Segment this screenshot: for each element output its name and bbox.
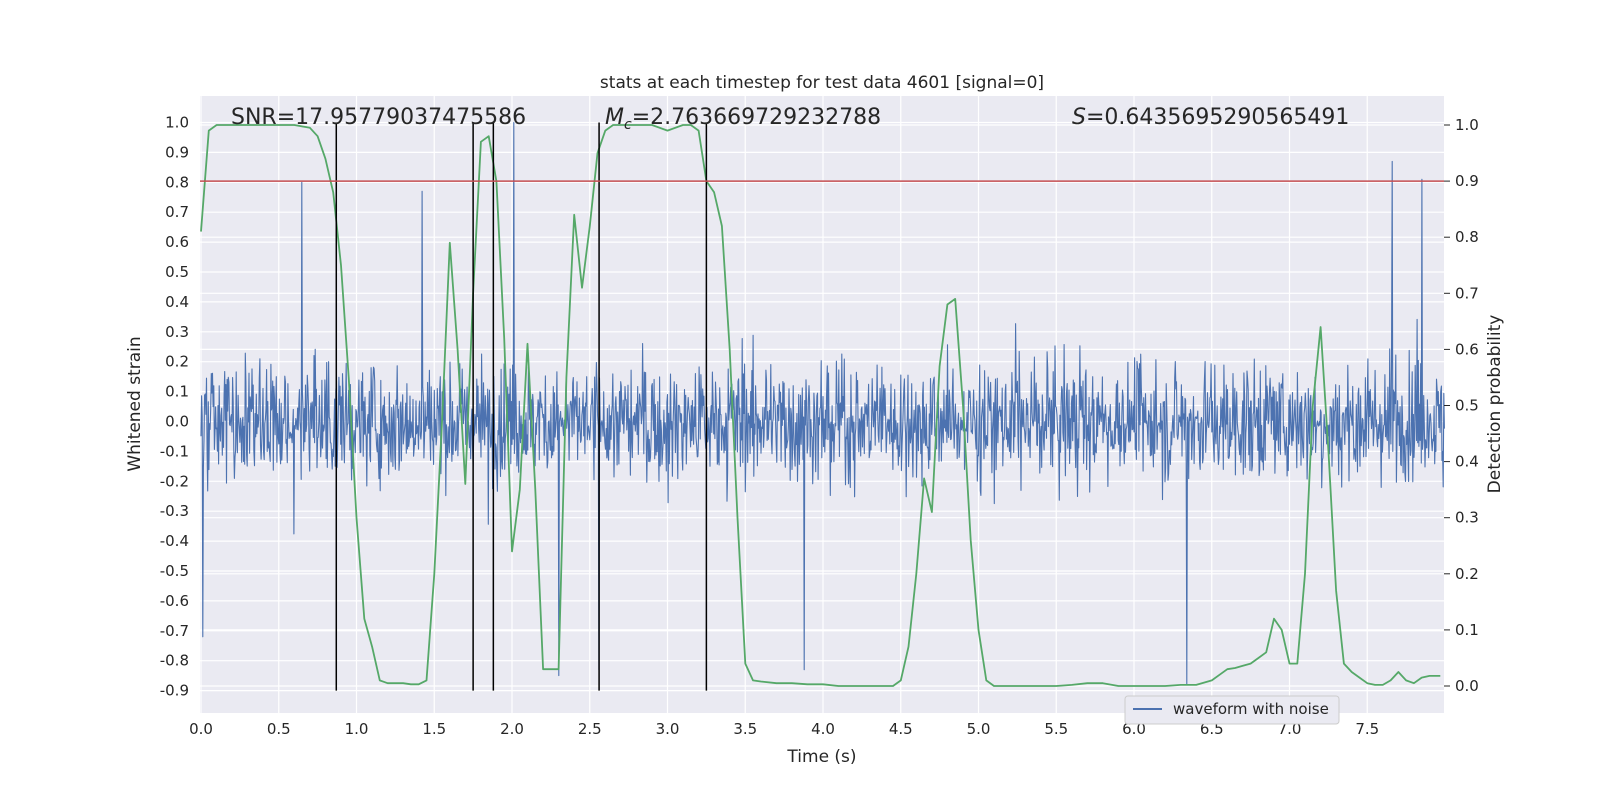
legend-label: waveform with noise: [1173, 700, 1329, 718]
y2-axis-label: Detection probability: [1485, 315, 1505, 494]
x-axis-label: Time (s): [786, 747, 856, 767]
y-tick-label-15: -0.5: [160, 562, 189, 580]
x-tick-label-2: 1.0: [345, 720, 369, 738]
legend-box: [1124, 695, 1340, 725]
y-tick-label-16: -0.6: [160, 592, 189, 610]
y-tick-label-3: 0.7: [165, 203, 189, 221]
y-tick-label-9: 0.1: [165, 383, 189, 401]
waveform-line: [200, 121, 1445, 686]
s-value: =0.6435695290565491: [1086, 105, 1349, 130]
x-tick-label-1: 0.5: [267, 720, 291, 738]
y-tick-label-7: 0.3: [165, 323, 189, 341]
x-tick-label-5: 2.5: [578, 720, 602, 738]
chart-title: stats at each timestep for test data 460…: [600, 73, 1044, 93]
y2-tick-label-8: 0.2: [1455, 565, 1479, 583]
waveform-series: [200, 121, 1445, 686]
chirp-mass-annotation: Mc=2.763669729232788: [605, 105, 881, 133]
chirp-mass-subscript: c: [624, 117, 632, 133]
y-tick-label-4: 0.6: [165, 233, 189, 251]
x-tick-label-3: 1.5: [422, 720, 446, 738]
probability-series: [200, 124, 1441, 687]
x-tick-label-8: 4.0: [811, 720, 835, 738]
y-tick-label-14: -0.4: [160, 532, 189, 550]
s-annotation: S=0.6435695290565491: [1072, 105, 1349, 130]
y-tick-label-5: 0.5: [165, 263, 189, 281]
x-tick-label-7: 3.5: [733, 720, 757, 738]
y2-tick-label-5: 0.5: [1455, 397, 1479, 415]
x-tick-label-11: 5.5: [1044, 720, 1068, 738]
chirp-mass-value: =2.763669729232788: [632, 105, 881, 130]
y-tick-label-11: -0.1: [160, 442, 189, 460]
y-tick-label-6: 0.4: [165, 293, 189, 311]
y2-tick-label-2: 0.8: [1455, 228, 1479, 246]
s-symbol: S: [1072, 105, 1086, 130]
x-tick-label-15: 7.5: [1355, 720, 1379, 738]
probability-line: [200, 124, 1441, 687]
y-tick-label-17: -0.7: [160, 622, 189, 640]
x-tick-label-6: 3.0: [656, 720, 680, 738]
x-tick-label-0: 0.0: [189, 720, 213, 738]
y-axis-label: Whitened strain: [125, 336, 145, 471]
x-tick-label-4: 2.0: [500, 720, 524, 738]
y-tick-label-13: -0.3: [160, 502, 189, 520]
y-tick-label-18: -0.8: [160, 652, 189, 670]
y2-tick-label-1: 0.9: [1455, 172, 1479, 190]
y2-tick-label-6: 0.4: [1455, 453, 1479, 471]
y2-tick-label-9: 0.1: [1455, 621, 1479, 639]
y2-tick-label-10: 0.0: [1455, 677, 1479, 695]
x-tick-label-9: 4.5: [889, 720, 913, 738]
y2-tick-label-7: 0.3: [1455, 509, 1479, 527]
y2-tick-label-4: 0.6: [1455, 340, 1479, 358]
y-tick-label-1: 0.9: [165, 143, 189, 161]
y-tick-label-12: -0.2: [160, 472, 189, 490]
y-tick-label-10: 0.0: [165, 413, 189, 431]
marker-lines: [335, 122, 708, 691]
y-tick-label-8: 0.2: [165, 353, 189, 371]
x-tick-label-10: 5.0: [967, 720, 991, 738]
snr-annotation: SNR=17.95779037475586: [231, 105, 526, 130]
legend: waveform with noise: [1124, 695, 1340, 725]
y-tick-label-2: 0.8: [165, 173, 189, 191]
chirp-mass-symbol: M: [605, 105, 624, 130]
y-tick-label-0: 1.0: [165, 114, 189, 132]
y-tick-label-19: -0.9: [160, 682, 189, 700]
y2-tick-label-3: 0.7: [1455, 284, 1479, 302]
y2-tick-label-0: 1.0: [1455, 116, 1479, 134]
